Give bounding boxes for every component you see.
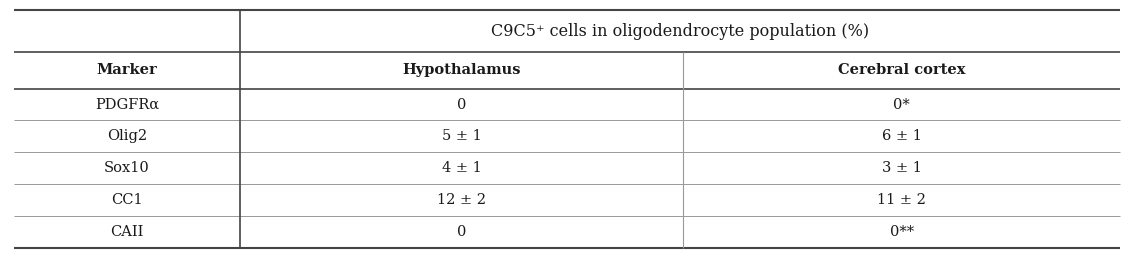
Text: 5 ± 1: 5 ± 1: [442, 129, 482, 143]
Text: 11 ± 2: 11 ± 2: [878, 193, 926, 207]
Text: Sox10: Sox10: [104, 161, 150, 175]
Text: 0: 0: [457, 98, 466, 111]
Text: 12 ± 2: 12 ± 2: [438, 193, 486, 207]
Text: Hypothalamus: Hypothalamus: [403, 63, 522, 77]
Text: PDGFRα: PDGFRα: [95, 98, 159, 111]
Text: 0: 0: [457, 225, 466, 239]
Text: CAII: CAII: [110, 225, 144, 239]
Text: 0**: 0**: [890, 225, 914, 239]
Text: 6 ± 1: 6 ± 1: [882, 129, 922, 143]
Text: Olig2: Olig2: [107, 129, 147, 143]
Text: 4 ± 1: 4 ± 1: [442, 161, 482, 175]
Text: C9C5⁺ cells in oligodendrocyte population (%): C9C5⁺ cells in oligodendrocyte populatio…: [491, 23, 870, 39]
Text: Marker: Marker: [96, 63, 158, 77]
Text: CC1: CC1: [111, 193, 143, 207]
Text: 0*: 0*: [894, 98, 911, 111]
Text: 3 ± 1: 3 ± 1: [882, 161, 922, 175]
Text: Cerebral cortex: Cerebral cortex: [838, 63, 965, 77]
